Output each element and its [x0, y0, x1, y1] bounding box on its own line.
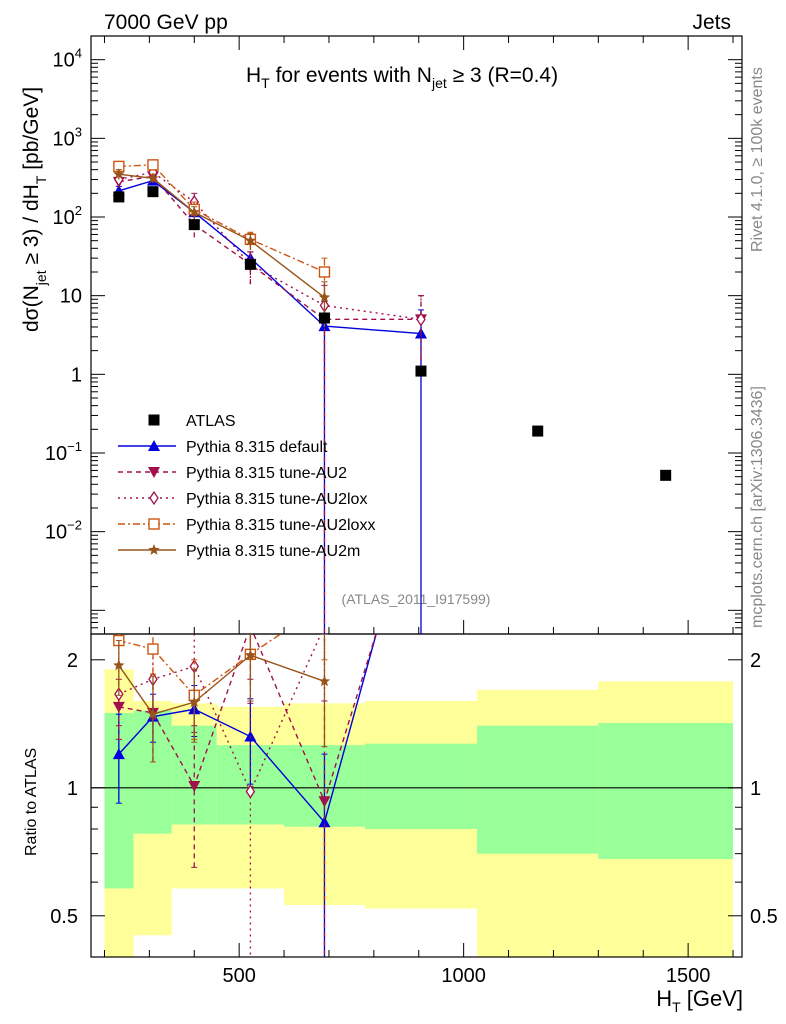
y-tick-label-4: 1 [71, 364, 82, 386]
series-4-ratio-point-0 [113, 659, 125, 671]
green-band-5 [364, 743, 478, 830]
series-4-point-0 [113, 168, 125, 180]
series-2-ratio-point-3 [245, 784, 256, 799]
series-1-ratio-point-2 [188, 780, 201, 792]
ratio-tick-label-right-0.5: 0.5 [750, 906, 778, 928]
series-0-ratio-point-0 [112, 748, 125, 760]
x-tick-label-1500: 1500 [666, 965, 711, 987]
series-2-point-5 [416, 312, 426, 327]
legend-label-1: Pythia 8.315 default [186, 439, 328, 456]
green-band-6 [477, 725, 599, 854]
series-4-ratio-point-1 [147, 708, 159, 719]
legend-label-4: Pythia 8.315 tune-AU2loxx [186, 517, 375, 534]
series-1-ratio-line [118, 634, 377, 804]
series-1-line [118, 175, 421, 321]
series-4-point-1 [147, 172, 159, 184]
y-tick-label-exp: 3 [75, 124, 82, 139]
y-tick-label-1: 103 [53, 124, 82, 150]
chart-marks [112, 159, 672, 957]
ratio-frame [90, 633, 743, 958]
x-tick-label-1000: 1000 [441, 965, 486, 987]
series-2-line [118, 171, 422, 321]
series-3-ratio-point-1 [147, 643, 159, 655]
y-tick-label-base: 10 [45, 443, 67, 465]
main-panel-marks [112, 159, 672, 634]
plot-title: HT for events with Njet ≥ 3 (R=0.4) [246, 64, 558, 91]
ratio-panel-marks [112, 621, 377, 957]
series-4-ratio-point-4 [318, 675, 331, 687]
series-0-line [118, 179, 422, 335]
series-2-ratio-line [118, 634, 322, 794]
legend-label-0: ATLAS [186, 413, 236, 430]
atlas-point-0 [113, 191, 125, 203]
y-tick-label-3: 10 [60, 286, 82, 308]
y-tick-label-base: 1 [71, 364, 82, 386]
series-4-ratio-point-3 [244, 649, 257, 661]
series-0-ratio-line [118, 634, 377, 824]
analysis-id: (ATLAS_2011_I917599) [342, 591, 491, 607]
y-tick-label-6: 10−2 [45, 518, 82, 544]
legend-marker-5 [148, 544, 160, 555]
series-4-point-2 [188, 206, 200, 218]
y-tick-label-exp: −2 [67, 518, 82, 533]
series-3-point-1 [147, 159, 159, 171]
ratio-tick-label-right-1: 1 [750, 778, 761, 800]
y-tick-label-base: 10 [53, 128, 75, 150]
atlas-point-5 [415, 365, 427, 377]
mcplots-reference-label: mcplots.cern.ch [arXiv:1306.3436] [749, 386, 766, 628]
legend-label-5: Pythia 8.315 tune-AU2m [186, 543, 360, 560]
legend-marker-1 [148, 440, 160, 451]
atlas-point-3 [244, 258, 256, 270]
y-tick-label-base: 10 [60, 286, 82, 308]
y-tick-label-exp: 4 [75, 46, 82, 61]
y-tick-label-exp: 2 [75, 203, 82, 218]
ratio-y-axis-label: Ratio to ATLAS [23, 748, 40, 856]
series-3-ratio-line [118, 634, 282, 697]
series-4-ratio-point-2 [188, 696, 200, 707]
atlas-point-4 [318, 312, 330, 324]
ratio-tick-label-left-1: 1 [67, 778, 78, 800]
series-4-point-3 [244, 234, 257, 246]
series-4-point-4 [318, 291, 331, 303]
series-0-ratio-point-4 [318, 816, 331, 828]
ratio-tick-label-left-0.5: 0.5 [50, 906, 78, 928]
green-band-7 [598, 723, 734, 860]
legend-marker-4 [148, 518, 160, 530]
ratio-tick-label-left-2: 2 [67, 650, 78, 672]
legend-marker-2 [148, 467, 160, 478]
atlas-point-7 [660, 469, 672, 481]
header-jets: Jets [692, 11, 731, 34]
y-tick-label-base: 10 [53, 207, 75, 229]
series-3-point-4 [318, 266, 331, 278]
header-energy: 7000 GeV pp [104, 11, 228, 34]
legend: ATLAS Pythia 8.315 default Pythia 8.315 tu… [118, 413, 375, 560]
y-tick-label-exp: −1 [67, 439, 82, 454]
x-axis-label: HT [GeV] [656, 986, 743, 1015]
legend-marker-3 [149, 490, 159, 506]
legend-label-3: Pythia 8.315 tune-AU2lox [186, 491, 367, 508]
y-tick-label-0: 104 [53, 46, 82, 72]
ratio-tick-label-right-2: 2 [750, 650, 761, 672]
y-axis-label: dσ(Njet ≥ 3) / dHT [pb/GeV] [20, 87, 49, 332]
y-tick-label-5: 10−1 [45, 439, 82, 465]
atlas-point-2 [188, 219, 200, 231]
legend-label-2: Pythia 8.315 tune-AU2 [186, 465, 347, 482]
y-tick-label-2: 102 [53, 203, 82, 229]
legend-marker-0 [148, 414, 160, 426]
rivet-version-label: Rivet 4.1.0, ≥ 100k events [749, 67, 766, 252]
x-tick-label-500: 500 [222, 965, 255, 987]
y-tick-label-base: 10 [53, 50, 75, 72]
series-0-ratio-point-3 [244, 730, 257, 742]
atlas-point-6 [532, 425, 544, 437]
y-tick-label-base: 10 [45, 522, 67, 544]
series-1-ratio-point-4 [318, 796, 331, 808]
series-1-ratio-point-3 [244, 621, 256, 632]
atlas-point-1 [147, 186, 159, 198]
